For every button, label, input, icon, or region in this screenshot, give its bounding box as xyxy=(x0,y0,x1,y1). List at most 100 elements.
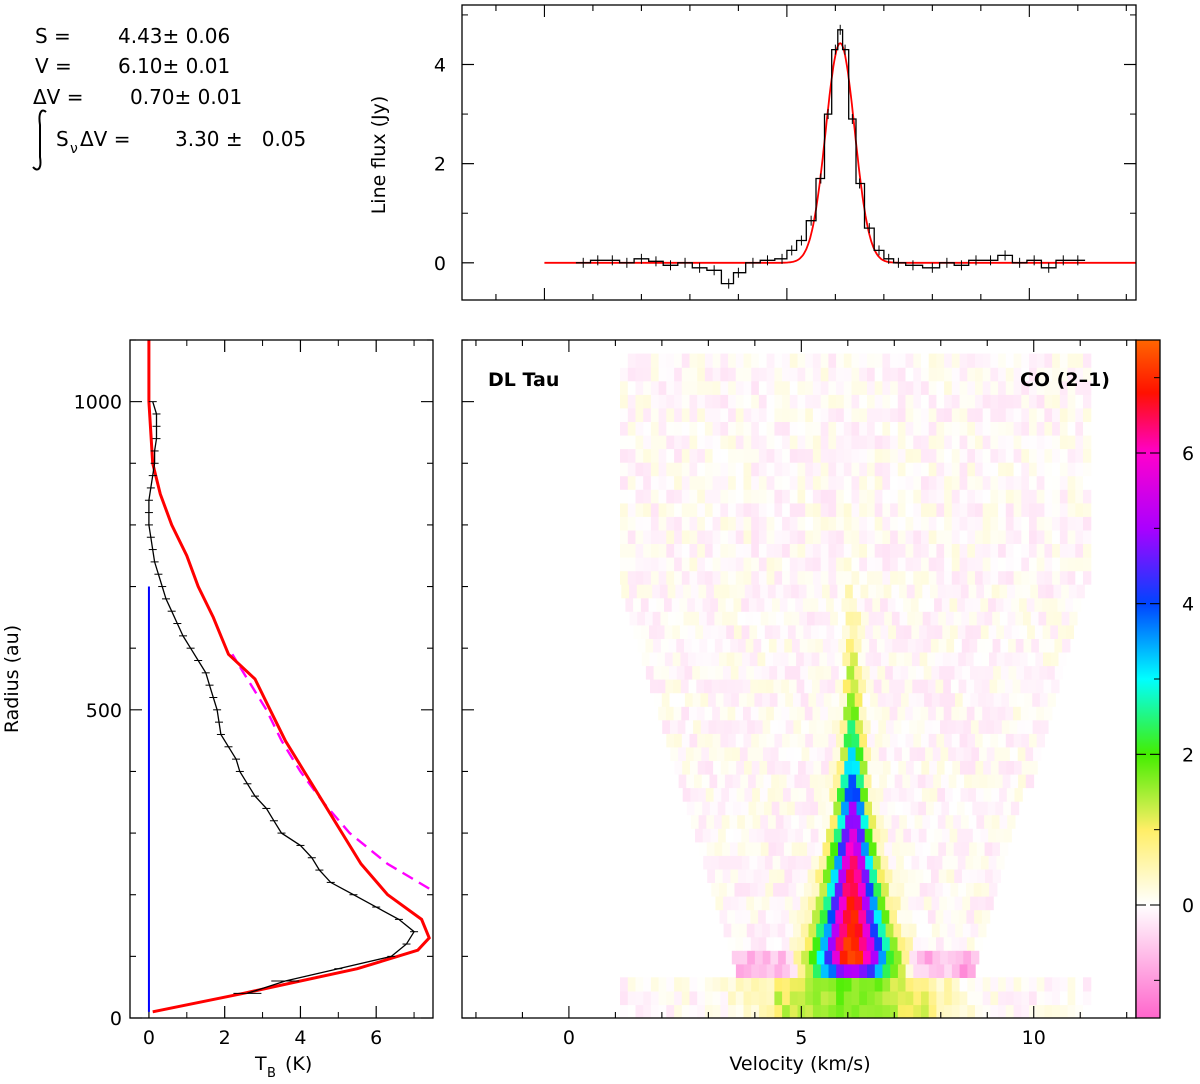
pv-heatmap-cell xyxy=(828,434,837,450)
pv-heatmap-cell xyxy=(882,936,891,951)
pv-heatmap-cell xyxy=(743,570,752,585)
pv-heatmap-cell xyxy=(836,421,845,436)
pv-heatmap-cell xyxy=(627,407,637,422)
pv-heatmap-cell xyxy=(782,367,791,382)
pv-heatmap-cell xyxy=(1021,516,1030,531)
pv-heatmap-cell xyxy=(697,462,706,477)
pv-heatmap-cell xyxy=(1013,1004,1022,1019)
pv-heatmap-cell xyxy=(980,597,989,612)
pv-heatmap-cell xyxy=(903,828,912,843)
pv-heatmap-cell xyxy=(975,543,984,558)
pv-heatmap-cell xyxy=(828,489,837,504)
pv-heatmap-cell xyxy=(803,882,813,897)
pv-heatmap-cell xyxy=(1058,651,1067,667)
pv-heatmap-cell xyxy=(882,475,891,490)
pv-heatmap-cell xyxy=(658,516,667,531)
pv-heatmap-cell xyxy=(893,923,902,938)
pv-heatmap-cell xyxy=(1075,367,1084,382)
pv-heatmap-cell xyxy=(712,421,721,436)
pv-heatmap-cell xyxy=(836,990,845,1006)
pv-heatmap-cell xyxy=(967,570,976,585)
pv-heatmap-cell xyxy=(1033,746,1042,761)
pv-heatmap-cell xyxy=(836,963,845,978)
pv-heatmap-cell xyxy=(643,434,652,450)
pv-heatmap-cell xyxy=(1044,529,1053,544)
pv-heatmap-cell xyxy=(874,421,883,436)
pv-heatmap-cell xyxy=(830,638,839,653)
pv-heatmap-cell xyxy=(758,977,768,992)
pv-heatmap-cell xyxy=(998,557,1007,572)
pv-heatmap-cell xyxy=(1059,407,1069,422)
pv-heatmap-cell xyxy=(787,828,796,843)
pv-heatmap-cell xyxy=(681,706,690,721)
pv-heatmap-cell xyxy=(772,597,781,612)
pv-heatmap-cell xyxy=(720,502,729,517)
pv-heatmap-cell xyxy=(889,679,898,694)
pv-heatmap-cell xyxy=(658,543,667,558)
pv-heatmap-cell xyxy=(691,638,700,653)
pv-heatmap-cell xyxy=(728,434,737,450)
pv-heatmap-cell xyxy=(1067,1004,1076,1019)
pv-heatmap-cell xyxy=(699,638,708,653)
pv-heatmap-cell xyxy=(1053,584,1062,599)
pv-heatmap-cell xyxy=(975,977,984,992)
pv-heatmap-cell xyxy=(851,977,860,992)
pv-heatmap-cell xyxy=(873,651,882,667)
pv-heatmap-cell xyxy=(751,990,760,1006)
pv-heatmap-cell xyxy=(944,760,953,775)
pv-heatmap-cell xyxy=(763,773,772,789)
pv-heatmap-cell xyxy=(921,963,930,978)
pv-heatmap-cell xyxy=(899,611,908,626)
pv-heatmap-cell xyxy=(732,773,741,789)
pv-heatmap-cell xyxy=(857,651,867,667)
pv-heatmap-cell xyxy=(826,828,835,843)
pv-heatmap-cell xyxy=(863,773,873,789)
pv-heatmap-cell xyxy=(698,787,707,802)
pv-heatmap-cell xyxy=(666,733,675,748)
pv-heatmap-cell xyxy=(774,1004,783,1019)
pv-heatmap-cell xyxy=(759,760,768,775)
pv-heatmap-cell xyxy=(704,407,714,422)
pv-heatmap-cell xyxy=(820,963,830,978)
pv-heatmap-cell xyxy=(995,773,1004,789)
pv-heatmap-cell xyxy=(751,733,760,748)
pv-heatmap-cell xyxy=(808,896,817,911)
pv-heatmap-cell xyxy=(859,733,868,748)
pv-heatmap-cell xyxy=(822,841,831,856)
pv-heatmap-cell xyxy=(836,462,845,477)
pv-heatmap-cell xyxy=(643,977,652,992)
pv-heatmap-cell xyxy=(966,706,976,721)
pv-heatmap-cell xyxy=(921,990,930,1006)
pv-heatmap-cell xyxy=(988,597,997,612)
pv-heatmap-cell xyxy=(882,557,891,572)
pv-heatmap-cell xyxy=(751,394,760,409)
pv-heatmap-cell xyxy=(1046,638,1055,653)
pv-heatmap-cell xyxy=(860,814,869,829)
pv-heatmap-cell xyxy=(643,380,652,395)
pv-heatmap-cell xyxy=(756,597,765,612)
pv-heatmap-cell xyxy=(996,651,1005,667)
pv-heatmap-cell xyxy=(674,543,683,558)
pv-x-axis-label: Velocity (km/s) xyxy=(729,1053,870,1075)
pv-heatmap-cell xyxy=(768,638,778,653)
pv-heatmap-cell xyxy=(918,828,927,843)
pv-heatmap-cell xyxy=(965,855,974,870)
pv-heatmap-cell xyxy=(666,367,675,382)
pv-heatmap-cell xyxy=(836,529,845,544)
pv-heatmap-cell xyxy=(1009,692,1018,707)
pv-heatmap-cell xyxy=(945,814,954,829)
pv-heatmap-cell xyxy=(773,679,782,694)
radial-profile-x-axis-label-unit: (K) xyxy=(285,1053,312,1075)
pv-heatmap-cell xyxy=(784,896,794,911)
pv-heatmap-cell xyxy=(1042,624,1051,639)
pv-heatmap-cell xyxy=(951,367,961,382)
pv-heatmap-cell xyxy=(704,516,714,531)
pv-heatmap-cell xyxy=(867,557,876,572)
pv-heatmap-cell xyxy=(874,380,883,395)
pv-heatmap-cell xyxy=(897,570,907,585)
pv-heatmap-cell xyxy=(1000,841,1009,856)
pv-heatmap-cell xyxy=(1053,611,1063,626)
pv-heatmap-cell xyxy=(836,570,845,585)
pv-heatmap-cell xyxy=(849,624,858,639)
pv-heatmap-cells: 0 5 10 xyxy=(462,339,1128,1049)
